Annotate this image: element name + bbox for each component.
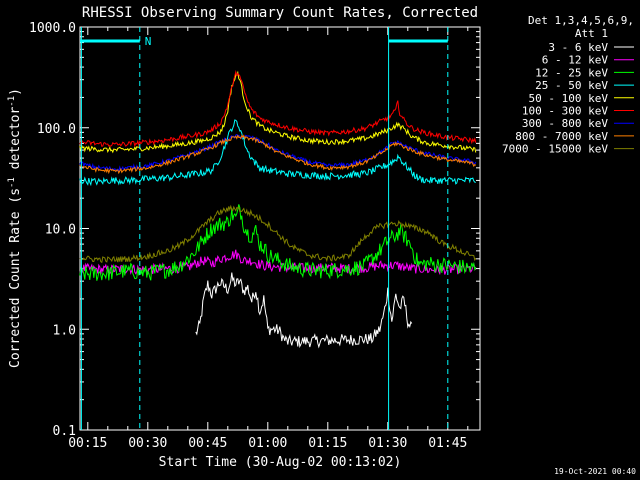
series-line [195,272,413,349]
legend-label: 3 - 6 keV [548,41,608,54]
series-line [79,119,476,187]
legend-label: 50 - 100 keV [529,92,609,105]
observation-markers: N [80,27,449,430]
legend-label: 6 - 12 keV [542,54,609,67]
legend-label: 300 - 800 keV [522,117,608,130]
legend-label: 7000 - 15000 keV [502,143,608,156]
y-axis-label: Corrected Count Rate (s-1 detector-1) [7,88,23,368]
y-axis-label-prefix: Corrected Count Rate (s [8,188,23,368]
series-line [79,70,477,154]
y-axis-label-suffix: ) [8,88,23,96]
x-tick-label: 01:30 [368,436,407,451]
y-axis-label-exponent-1: -1 [7,177,17,188]
night-marker-label: N [145,35,152,48]
y-axis-label-exponent-2: -1 [7,96,17,107]
x-tick-labels: 00:15 00:30 00:45 01:00 01:15 01:30 01:45 [68,436,467,451]
y-tick-label: 100.0 [37,122,76,137]
x-tick-label: 00:30 [128,436,167,451]
x-tick-label: 00:45 [188,436,227,451]
y-tick-label: 1.0 [53,323,76,338]
legend-label: 12 - 25 keV [535,66,608,79]
y-tick-labels: 1000.0 100.0 10.0 1.0 0.1 [29,21,76,439]
x-tick-label: 01:00 [248,436,287,451]
series-lines [79,69,477,349]
series-line [79,69,477,148]
legend-header-line-1: Det 1,3,4,5,6,9, [528,14,634,27]
y-tick-label: 10.0 [45,223,76,238]
x-tick-label: 00:15 [68,436,107,451]
timestamp: 19-Oct-2021 00:40 [554,467,636,476]
chart-title: RHESSI Observing Summary Count Rates, Co… [82,5,478,21]
legend-label: 100 - 300 keV [522,105,608,118]
x-tick-label: 01:15 [308,436,347,451]
y-axis-label-middle: detector [8,107,23,178]
series-line [79,134,477,175]
series-line [79,133,477,172]
y-tick-label: 0.1 [53,424,76,439]
legend-label: 25 - 50 keV [535,79,608,92]
y-tick-label: 1000.0 [29,21,76,36]
x-axis-label: Start Time (30-Aug-02 00:13:02) [159,455,402,470]
legend-header-line-2: Att 1 [575,27,608,40]
legend-label: 800 - 7000 keV [515,130,608,143]
series-line [79,204,477,281]
series-line [79,204,477,264]
x-tick-label: 01:45 [428,436,467,451]
